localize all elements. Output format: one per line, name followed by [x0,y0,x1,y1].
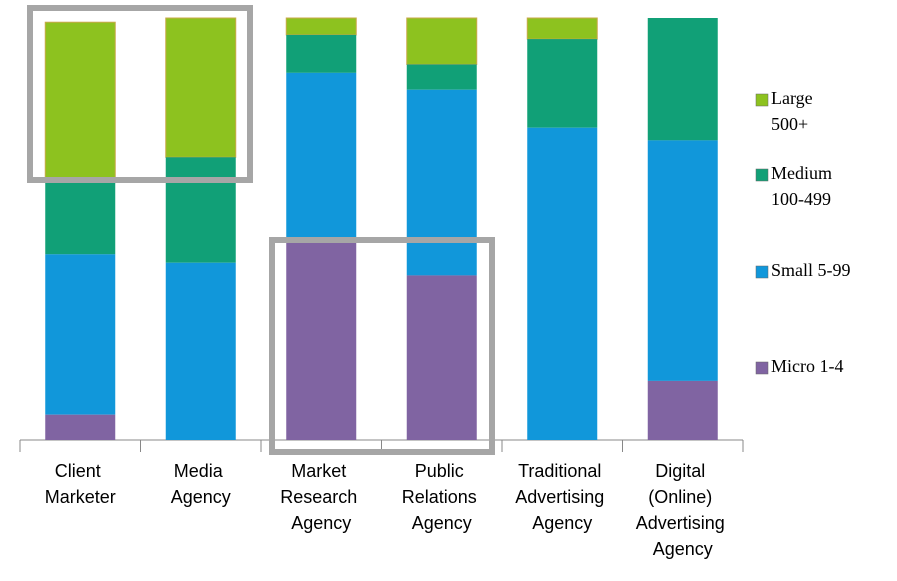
legend-swatch [755,265,769,279]
highlight-box [269,237,495,455]
legend-label: Small 5-99 [771,260,851,280]
highlight-box [27,5,253,183]
x-tick-label: Digital (Online) Advertising Agency [636,461,730,559]
bar-segment [165,157,236,263]
bar-segment [165,17,237,158]
bar-segment [286,34,357,73]
x-tick-label: Media Agency [171,461,231,507]
bar-segment [406,275,477,440]
legend-swatch [755,93,769,107]
bar-segment [647,380,718,440]
legend-swatch [755,168,769,182]
legend-label: Micro 1-4 [771,356,843,376]
bar-segment [647,140,718,381]
bar-segment [45,414,116,440]
bar-segment [527,39,598,128]
bar-segment [45,182,116,255]
bar-segment [526,17,598,40]
bar-segment [527,127,598,440]
x-tick-label: Market Research Agency [280,461,362,533]
bar-segment [406,89,477,276]
bar-segment [647,18,718,141]
bar-segment [406,64,477,90]
x-tick-label: Public Relations Agency [402,461,482,533]
bar-segment [165,262,236,440]
legend-swatch [755,361,769,375]
legend-label: Large 500+ [771,88,817,134]
bar-segment [44,21,116,184]
x-tick-label: Traditional Advertising Agency [515,461,609,533]
bar-segment [406,17,478,65]
bar-segment [286,237,357,440]
bar-segment [286,72,357,238]
bar-segment [285,17,357,36]
x-tick-label: Client Marketer [45,461,116,507]
bar-segment [45,254,116,415]
legend-label: Medium 100-499 [771,163,837,209]
